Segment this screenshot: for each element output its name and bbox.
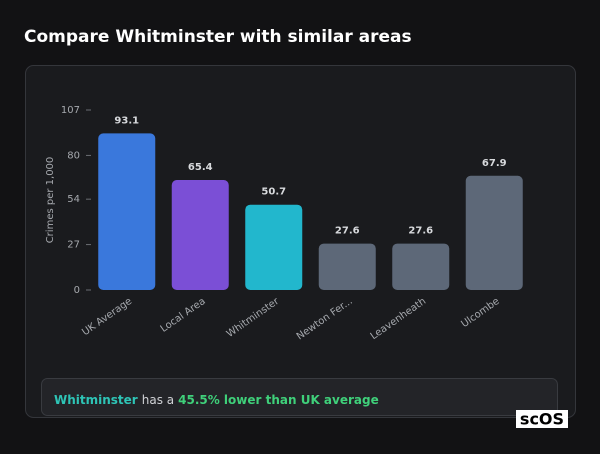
logo: scOS	[520, 410, 564, 429]
value-label: 27.6	[408, 226, 433, 237]
bar	[318, 243, 376, 290]
bar	[392, 243, 450, 290]
y-tick-label: 0	[74, 285, 80, 296]
y-tick-label: 54	[67, 194, 80, 205]
bar	[465, 175, 523, 290]
bar	[245, 204, 303, 290]
summary-area: Whitminster	[54, 393, 138, 407]
value-label: 65.4	[188, 162, 213, 173]
summary-box	[41, 378, 558, 416]
summary-highlight: 45.5% lower than UK average	[178, 393, 379, 407]
summary-text: has a	[142, 393, 174, 407]
value-label: 93.1	[114, 115, 139, 126]
y-tick-label: 107	[61, 105, 80, 116]
summary: Whitminster has a 45.5% lower than UK aver…	[54, 393, 379, 407]
value-label: 67.9	[482, 158, 507, 169]
page-title: Compare Whitminster with similar areas	[24, 27, 412, 47]
logo-box	[516, 410, 568, 428]
value-label: 50.7	[261, 187, 286, 198]
value-label: 27.6	[335, 226, 360, 237]
bar	[98, 133, 156, 290]
bar	[171, 179, 229, 290]
y-tick-label: 27	[67, 240, 80, 251]
y-axis-label: Crimes per 1,000	[45, 157, 56, 244]
y-tick-label: 80	[67, 150, 80, 161]
